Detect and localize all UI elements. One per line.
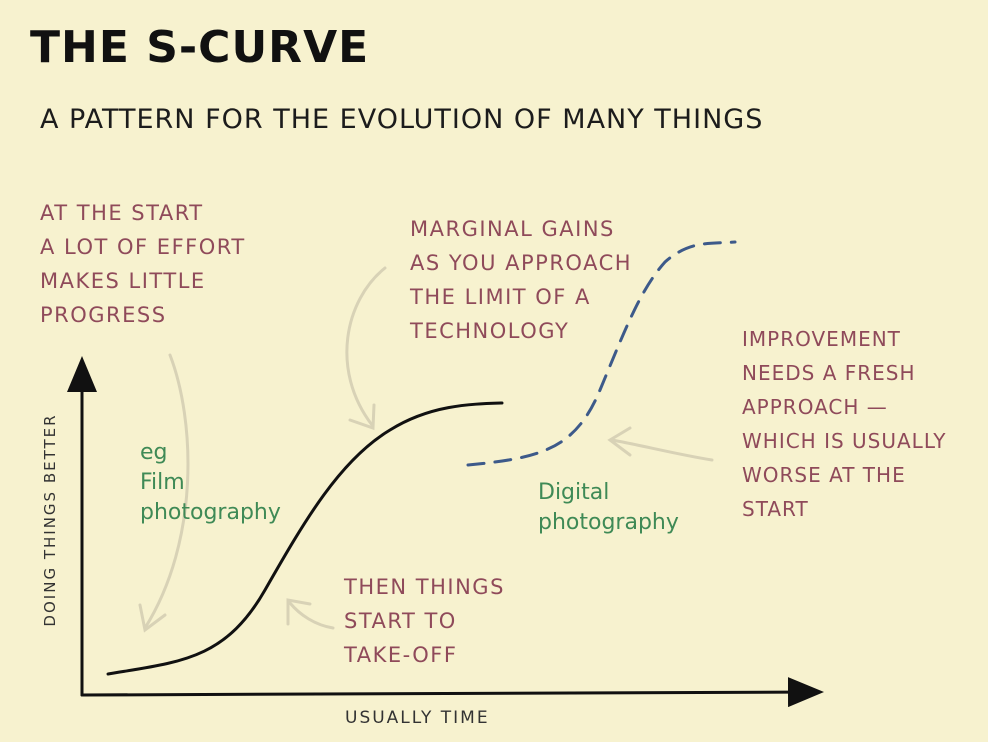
improvement-note-line: WORSE AT THE	[742, 463, 906, 487]
marginal-note-arrow-head	[348, 403, 376, 431]
takeoff-note: THEN THINGS START TO TAKE-OFF	[344, 570, 505, 672]
start-note-arrow-head	[138, 603, 167, 633]
takeoff-note-line: START TO	[344, 609, 457, 633]
digital-example-line: photography	[538, 510, 679, 535]
improvement-note-arrow	[610, 438, 714, 462]
improvement-note-line: IMPROVEMENT	[742, 327, 901, 351]
improvement-note-line: START	[742, 497, 809, 521]
film-example-line: eg	[140, 440, 168, 465]
start-note-line: A LOT OF EFFORT	[40, 235, 246, 259]
film-example-line: Film	[140, 470, 185, 495]
film-example-line: photography	[140, 500, 281, 525]
marginal-note-line: THE LIMIT OF A	[410, 285, 591, 309]
marginal-note-arrow	[345, 266, 387, 427]
marginal-note-line: MARGINAL GAINS	[410, 217, 615, 241]
start-note-line: AT THE START	[40, 201, 204, 225]
takeoff-note-line: THEN THINGS	[344, 575, 505, 599]
start-note: AT THE START A LOT OF EFFORT MAKES LITTL…	[40, 196, 246, 332]
y-axis-label: DOING THINGS BETTER	[41, 413, 59, 627]
film-s-curve	[106, 401, 504, 676]
x-axis	[80, 677, 824, 708]
improvement-note-arrow-head	[607, 426, 632, 457]
takeoff-note-arrow-head	[286, 598, 312, 626]
diagram-title: THE S-CURVE	[30, 22, 370, 73]
diagram-subtitle: A PATTERN FOR THE EVOLUTION OF MANY THIN…	[40, 104, 764, 135]
marginal-note-line: AS YOU APPROACH	[410, 251, 633, 275]
improvement-note: IMPROVEMENT NEEDS A FRESH APPROACH — WHI…	[742, 322, 947, 526]
marginal-note: MARGINAL GAINS AS YOU APPROACH THE LIMIT…	[410, 212, 632, 348]
takeoff-note-line: TAKE-OFF	[344, 643, 458, 667]
marginal-note-line: TECHNOLOGY	[410, 319, 570, 343]
digital-example: Digital photography	[538, 478, 679, 538]
start-note-arrow	[143, 353, 190, 630]
improvement-note-line: APPROACH —	[742, 395, 888, 419]
improvement-note-line: NEEDS A FRESH	[742, 361, 916, 385]
improvement-note-line: WHICH IS USUALLY	[742, 429, 947, 453]
digital-example-line: Digital	[538, 480, 610, 505]
start-note-line: MAKES LITTLE	[40, 269, 206, 293]
takeoff-note-arrow	[288, 601, 335, 630]
digital-s-curve	[466, 240, 737, 467]
start-note-line: PROGRESS	[40, 303, 167, 327]
film-example: eg Film photography	[140, 438, 281, 528]
x-axis-label: USUALLY TIME	[345, 708, 490, 728]
